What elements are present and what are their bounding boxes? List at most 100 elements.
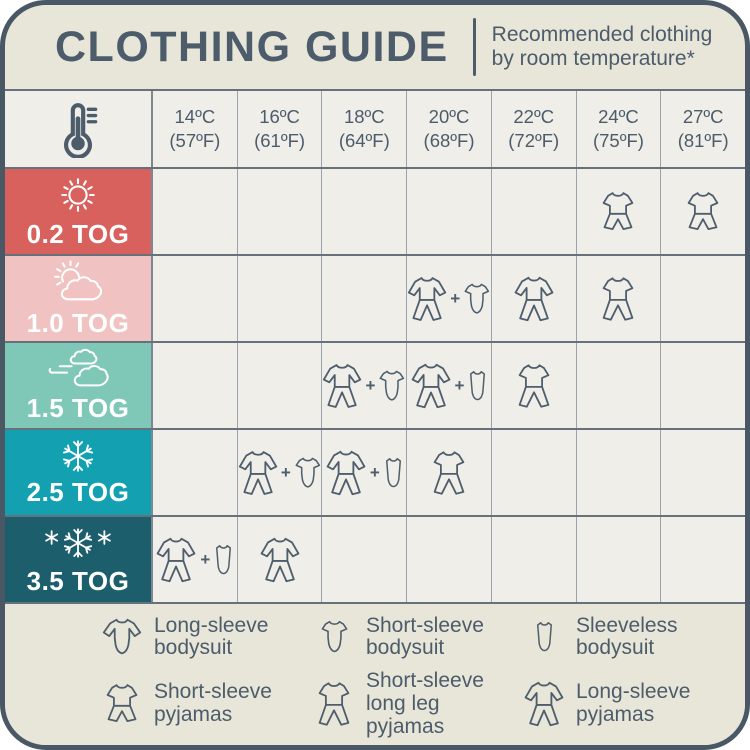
temp-header-cell: 24ºC (75ºF) xyxy=(577,91,662,167)
long-sleeve-pyjamas-icon xyxy=(523,680,565,728)
tog-row-header: 1.5 TOG xyxy=(5,343,153,428)
legend-icon-box xyxy=(311,619,357,655)
short-sleeve-pyjamas-icon xyxy=(600,190,636,234)
short-sleeve-bodysuit-icon xyxy=(320,619,349,655)
short-sleeve-bodysuit-icon xyxy=(294,455,322,491)
legend-label: Short-sleeve long leg pyjamas xyxy=(366,669,521,738)
clothing-cell xyxy=(577,430,662,515)
temp-celsius: 18ºC xyxy=(343,106,385,128)
clothing-cell xyxy=(322,517,408,602)
temp-celsius: 14ºC xyxy=(174,106,216,128)
legend-label-line-2: bodysuit xyxy=(576,636,655,660)
temp-header-cell: 14ºC (57ºF) xyxy=(153,91,238,167)
clothing-cell: + xyxy=(322,430,408,515)
legend-label-line-2: bodysuit xyxy=(154,636,233,660)
legend-label: Short-sleeve pyjamas xyxy=(154,681,272,726)
header-divider xyxy=(472,18,476,76)
temp-fahrenheit: (64ºF) xyxy=(338,130,390,151)
temp-fahrenheit: (75ºF) xyxy=(592,130,644,151)
legend-icon-box xyxy=(521,680,567,728)
subtitle-line-1: Recommended clothing xyxy=(491,22,713,46)
short-sleeve-pyjamas-icon xyxy=(104,682,140,726)
tog-row: 2.5 TOG + + xyxy=(5,430,745,517)
temp-header-corner xyxy=(5,91,153,167)
temp-celsius: 20ºC xyxy=(428,106,470,128)
tog-label: 1.0 TOG xyxy=(26,308,130,338)
clothing-cell xyxy=(407,430,492,515)
temp-celsius: 24ºC xyxy=(598,106,639,128)
temp-header-cell: 16ºC (61ºF) xyxy=(238,91,323,167)
tog-label: 2.5 TOG xyxy=(26,476,130,507)
temp-fahrenheit: (72ºF) xyxy=(508,130,560,151)
sleeveless-bodysuit-icon xyxy=(383,456,404,490)
tog-row: 3.5 TOG + xyxy=(5,517,745,604)
clothing-cell xyxy=(492,256,577,341)
tog-row: 1.0 TOG + xyxy=(5,256,745,343)
temp-header-cell: 18ºC (64ºF) xyxy=(322,91,408,167)
long-sleeve-pyjamas-icon xyxy=(325,449,367,497)
header-subtitle: Recommended clothing by room temperature… xyxy=(492,23,713,71)
long-sleeve-pyjamas-icon xyxy=(322,362,362,410)
header: CLOTHING GUIDE Recommended clothing by r… xyxy=(5,5,745,89)
clothing-cell: + xyxy=(322,343,408,428)
clothing-cell: + xyxy=(407,256,492,341)
legend-label-line-1: Short-sleeve xyxy=(366,613,484,637)
plus-sign: + xyxy=(365,375,376,395)
tog-label: 3.5 TOG xyxy=(26,565,130,596)
clothing-cell xyxy=(661,256,745,341)
clothing-cell xyxy=(407,517,492,602)
legend-label-line-1: Short-sleeve xyxy=(366,669,484,693)
long-sleeve-pyjamas-icon xyxy=(238,449,278,497)
tog-rows: 0.2 TOG 1.0 TOG +1.5 TOG + +2.5 TOG + +3.5 TOG… xyxy=(5,169,745,604)
tog-table: 14ºC (57ºF) 16ºC (61ºF) 18ºC (64ºF) 20ºC (68ºF)… xyxy=(5,89,745,604)
clothing-cell xyxy=(238,517,323,602)
long-sleeve-pyjamas-icon xyxy=(407,275,447,323)
legend-item: Long-sleeve pyjamas xyxy=(521,670,745,738)
temp-fahrenheit: (68ºF) xyxy=(423,130,475,151)
tog-row-header: 0.2 TOG xyxy=(5,169,153,254)
clothing-cell xyxy=(322,169,408,254)
long-sleeve-pyjamas-icon xyxy=(410,362,452,410)
short-sleeve-long-leg-pyjamas-icon xyxy=(431,449,467,497)
clothing-cell xyxy=(407,169,492,254)
tog-row-header: 2.5 TOG xyxy=(5,430,153,515)
sleeveless-bodysuit-icon xyxy=(213,543,234,577)
clothing-cell xyxy=(153,169,238,254)
clothing-cell xyxy=(661,343,745,428)
plus-sign: + xyxy=(200,549,211,569)
tog-row: 1.5 TOG + + xyxy=(5,343,745,430)
legend-label-line-1: Long-sleeve xyxy=(576,680,691,704)
clothing-cell xyxy=(577,343,662,428)
temp-celsius: 22ºC xyxy=(513,106,555,128)
legend-label: Sleeveless bodysuit xyxy=(576,613,678,660)
clothing-cell: + xyxy=(153,517,238,602)
temp-celsius: 27ºC xyxy=(682,106,724,128)
temp-fahrenheit: (57ºF) xyxy=(169,130,221,151)
legend-label-line-2: bodysuit xyxy=(366,636,445,660)
clothing-cell xyxy=(577,169,662,254)
clothing-cell xyxy=(238,169,323,254)
clothing-cell xyxy=(492,430,577,515)
clothing-cell xyxy=(492,169,577,254)
temp-header-cell: 20ºC (68ºF) xyxy=(407,91,492,167)
clothing-cell: + xyxy=(238,430,323,515)
page-title: CLOTHING GUIDE xyxy=(55,22,449,71)
legend-item: Long-sleeve bodysuit xyxy=(99,613,311,660)
legend-icon-box xyxy=(99,682,145,726)
short-sleeve-bodysuit-icon xyxy=(463,281,491,317)
legend-label-line-1: Long-sleeve xyxy=(154,613,269,637)
legend-label: Long-sleeve pyjamas xyxy=(576,681,690,726)
legend-label-line-2: pyjamas xyxy=(154,703,233,727)
clothing-cell xyxy=(238,256,323,341)
tog-label: 1.5 TOG xyxy=(26,392,130,423)
short-sleeve-bodysuit-icon xyxy=(378,368,406,404)
sleeveless-bodysuit-icon xyxy=(534,620,555,654)
legend-label-line-1: Sleeveless xyxy=(576,613,678,637)
clothing-cell xyxy=(153,430,238,515)
legend-label-line-2: pyjamas xyxy=(576,703,655,727)
legend-label: Short-sleeve bodysuit xyxy=(366,613,484,660)
legend-item: Short-sleeve pyjamas xyxy=(99,670,311,738)
subtitle-line-2: by room temperature* xyxy=(491,47,695,70)
temp-header-row: 14ºC (57ºF) 16ºC (61ºF) 18ºC (64ºF) 20ºC (68ºF)… xyxy=(5,91,745,169)
